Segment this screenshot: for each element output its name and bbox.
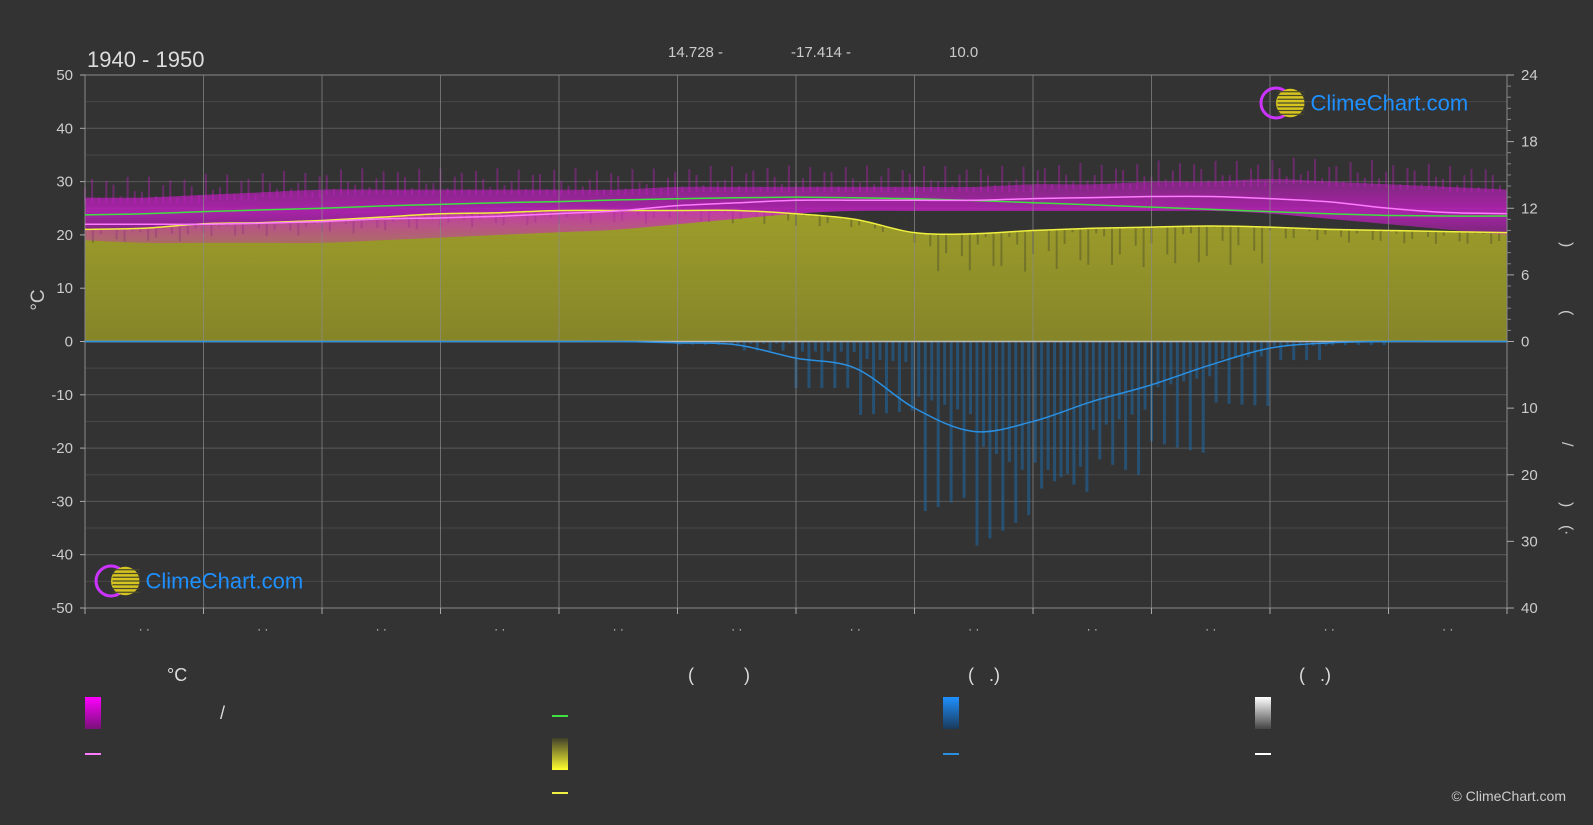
legend-sunshine-line-swatch	[552, 792, 568, 794]
right-tick-label-hours: 24	[1521, 67, 1538, 84]
legend-temperature-header: °C	[167, 665, 188, 685]
month-label: · ·	[139, 622, 150, 636]
month-label: · ·	[1205, 622, 1216, 636]
header-elevation: 10.0	[949, 44, 978, 61]
month-label: · ·	[731, 622, 742, 636]
month-label: · ·	[968, 622, 979, 636]
daylight-line	[84, 196, 1508, 217]
right-tick-label-rain: 20	[1521, 467, 1538, 484]
right-axis-title-glyph: )	[1558, 242, 1575, 247]
legend-sunshine-header: ( )	[688, 665, 750, 685]
rain-line	[84, 340, 1507, 433]
month-label: · ·	[494, 622, 505, 636]
y-axis-title: °C	[28, 289, 49, 310]
logo-text-top: ClimeChart.com	[1311, 91, 1469, 116]
legend-snow-swatch	[1255, 697, 1271, 729]
y-tick-label: 0	[65, 334, 73, 351]
y-tick-label: 10	[56, 280, 73, 297]
month-label: · ·	[613, 622, 624, 636]
y-tick-label: -30	[51, 493, 73, 510]
right-axis-title-glyph: (	[1558, 525, 1575, 531]
copyright: © ClimeChart.com	[1451, 788, 1566, 804]
right-tick-label-rain: 40	[1521, 600, 1538, 617]
right-axis-title-glyph: (	[1558, 310, 1575, 316]
chart-title-period: 1940 - 1950	[87, 47, 204, 72]
y-tick-label: -40	[51, 547, 73, 564]
legend-temp-range-swatch	[85, 697, 101, 729]
month-label: · ·	[1442, 622, 1453, 636]
y-tick-label: 20	[56, 227, 73, 244]
logo-text-bottom: ClimeChart.com	[146, 569, 304, 594]
legend-rain-swatch	[943, 697, 959, 729]
temperature-mean-line	[84, 195, 1508, 226]
legend-snow-line-swatch	[1255, 753, 1271, 755]
month-label: · ·	[1324, 622, 1335, 636]
legend-slash: /	[220, 703, 226, 723]
right-tick-label-rain: 10	[1521, 400, 1538, 417]
month-label: · ·	[850, 622, 861, 636]
right-axis-title-glyph: ·	[1558, 530, 1575, 535]
legend-daylight-swatch	[552, 715, 568, 717]
y-tick-label: 50	[56, 67, 73, 84]
y-tick-label: -50	[51, 600, 73, 617]
right-tick-label-hours: 18	[1521, 134, 1538, 151]
right-axis-title-glyph: /	[1558, 442, 1575, 447]
y-tick-label: -10	[51, 387, 73, 404]
legend-temp-mean-swatch	[85, 753, 101, 755]
legend-rain-header: ( .)	[968, 665, 1000, 685]
header-latitude: 14.728 -	[668, 44, 723, 61]
y-tick-label: -20	[51, 440, 73, 457]
month-label: · ·	[1087, 622, 1098, 636]
right-tick-label-rain: 30	[1521, 533, 1538, 550]
right-tick-label-hours: 6	[1521, 267, 1529, 284]
y-tick-label: 30	[56, 174, 73, 191]
right-tick-label-hours: 12	[1521, 200, 1538, 217]
header-longitude: -17.414 -	[791, 44, 851, 61]
right-tick-label-hours: 0	[1521, 334, 1529, 351]
legend-rain-line-swatch	[943, 753, 959, 755]
y-tick-label: 40	[56, 120, 73, 137]
month-label: · ·	[257, 622, 268, 636]
month-label: · ·	[376, 622, 387, 636]
right-axis-title-glyph: )	[1558, 502, 1575, 507]
sunshine-line	[84, 209, 1508, 236]
legend-sunshine-swatch	[552, 738, 568, 770]
legend-snow-header: ( .)	[1299, 665, 1331, 685]
